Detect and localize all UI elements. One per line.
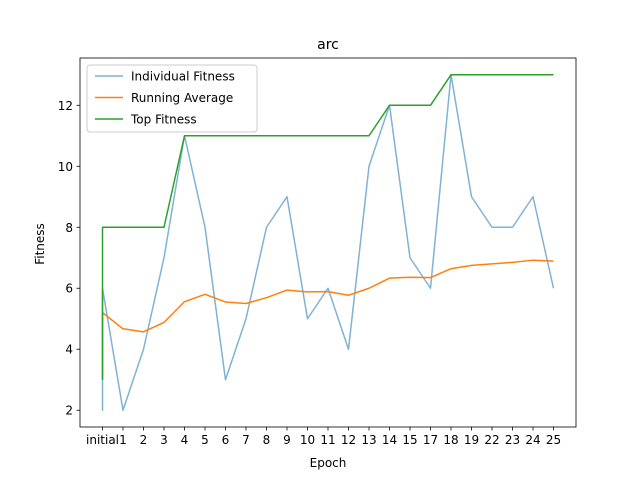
y-tick-label: 6 — [65, 282, 73, 296]
x-tick-label: 14 — [382, 433, 397, 447]
x-tick-label: 25 — [546, 433, 561, 447]
y-tick-label: 10 — [58, 160, 73, 174]
x-tick-label: 9 — [283, 433, 291, 447]
legend-label: Top Fitness — [130, 113, 197, 127]
x-tick-label: 1 — [119, 433, 127, 447]
x-tick-label: 11 — [320, 433, 335, 447]
x-tick-label: 7 — [242, 433, 250, 447]
x-tick-label: 15 — [402, 433, 417, 447]
series-line-running-average — [101, 259, 554, 380]
x-tick-label: 12 — [341, 433, 356, 447]
y-tick-label: 8 — [65, 221, 73, 235]
x-tick-label: 13 — [361, 433, 376, 447]
y-tick-label: 12 — [58, 99, 73, 113]
y-tick-label: 4 — [65, 343, 73, 357]
x-tick-label: 17 — [423, 433, 438, 447]
legend-box — [86, 64, 258, 133]
x-tick-label: 4 — [181, 433, 189, 447]
x-tick-label: 6 — [222, 433, 230, 447]
legend-label: Individual Fitness — [131, 70, 235, 84]
x-tick-label: 8 — [263, 433, 271, 447]
y-tick-label: 2 — [65, 404, 73, 418]
x-tick-label: 10 — [300, 433, 315, 447]
x-tick-label: initial — [86, 433, 119, 447]
axes-layer: initial 1 2 3 4 5 6 7 8 9 10 11 12 13 14 15 17 18 19 22 23 24… — [58, 57, 577, 447]
chart-title: arc — [317, 37, 339, 53]
series-line-individual-fitness — [101, 74, 555, 411]
x-tick-label: 24 — [525, 433, 540, 447]
x-tick-label: 3 — [160, 433, 168, 447]
series-line-top-fitness — [101, 74, 554, 380]
series-layer — [101, 74, 555, 411]
x-tick-label: 23 — [505, 433, 520, 447]
legend-label: Running Average — [131, 91, 233, 105]
y-axis-label: Fitness — [33, 223, 47, 265]
x-axis-label: Epoch — [310, 456, 347, 470]
x-tick-label: 19 — [464, 433, 479, 447]
x-tick-label: 2 — [140, 433, 148, 447]
x-tick-label: 5 — [201, 433, 209, 447]
legend: Individual Fitness Running Average Top Fit… — [86, 64, 258, 133]
x-tick-label: 18 — [443, 433, 458, 447]
x-tick-label: 22 — [484, 433, 499, 447]
